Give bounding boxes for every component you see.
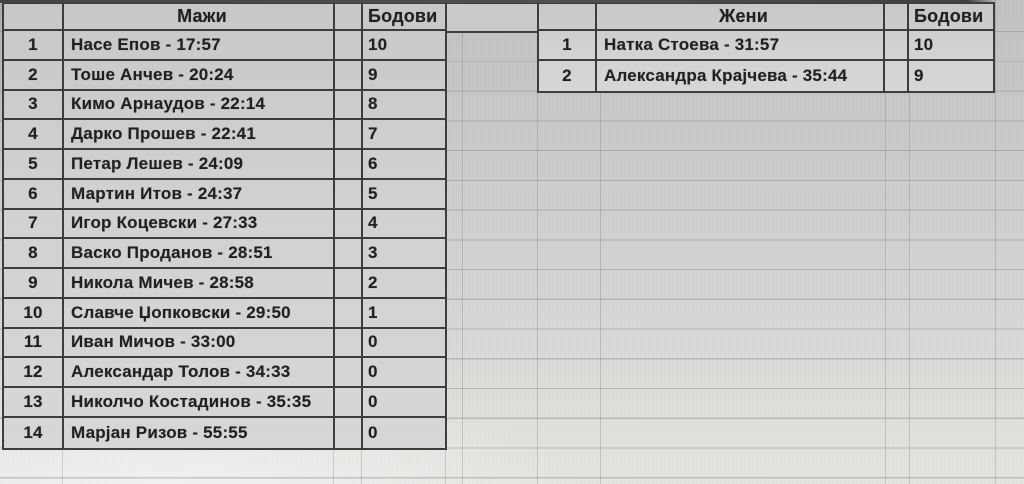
points-cell[interactable]: 3	[363, 239, 445, 269]
name-cell[interactable]: Александра Крајчева - 35:44	[597, 60, 885, 91]
spacer-cell[interactable]	[335, 269, 363, 299]
name-cell[interactable]: Дарко Прошев - 22:41	[64, 120, 335, 150]
table-title-cell[interactable]: Мажи	[64, 4, 335, 31]
points-cell[interactable]: 0	[368, 422, 378, 442]
points-header-cell[interactable]: Бодови	[909, 4, 993, 31]
spacer-cell[interactable]	[335, 209, 363, 240]
rank-cell[interactable]: 14	[4, 417, 64, 448]
sheet-gridline	[462, 0, 463, 484]
sheet-gridline	[537, 0, 538, 484]
sheet-gridline	[909, 0, 910, 484]
spacer-cell[interactable]	[335, 388, 363, 418]
points-cell[interactable]: 0	[363, 388, 445, 418]
name-cell[interactable]: Игор Коцевски - 27:33	[64, 209, 335, 240]
points-cell[interactable]: 6	[363, 150, 445, 180]
table-title-cell[interactable]: Жени	[597, 4, 885, 31]
points-cell[interactable]: 10	[909, 31, 993, 61]
name-cell[interactable]: Кимо Арнаудов - 22:14	[64, 90, 335, 121]
name-cell[interactable]: Иван Мичов - 33:00	[64, 328, 335, 359]
points-cell[interactable]: 2	[363, 269, 445, 299]
spacer-header-cell[interactable]	[885, 4, 909, 31]
rank-cell[interactable]: 6	[4, 179, 64, 210]
sheet-gridline	[995, 0, 996, 484]
rank-cell[interactable]: 9	[4, 269, 64, 299]
points-cell[interactable]: 0	[363, 358, 445, 388]
corner-header-cell[interactable]	[539, 4, 597, 31]
rank-cell[interactable]: 8	[4, 239, 64, 269]
spacer-cell[interactable]	[335, 31, 363, 61]
name-cell[interactable]: Насе Епов - 17:57	[64, 31, 335, 61]
header-spacer-cell[interactable]	[445, 2, 537, 33]
name-cell[interactable]: Петар Лешев - 24:09	[64, 150, 335, 180]
name-cell[interactable]: Николчо Костадинов - 35:35	[64, 388, 335, 418]
name-cell[interactable]: Тоше Анчев - 20:24	[64, 60, 335, 91]
name-cell[interactable]: Никола Мичев - 28:58	[64, 269, 335, 299]
rank-cell[interactable]: 13	[4, 388, 64, 418]
rank-cell[interactable]: 2	[539, 60, 597, 91]
rank-cell[interactable]: 4	[4, 120, 64, 150]
points-cell[interactable]: 10	[363, 31, 445, 61]
rank-cell[interactable]: 1	[4, 31, 64, 61]
rank-cell[interactable]: 2	[4, 60, 64, 91]
points-cell[interactable]: 7	[363, 120, 445, 150]
spacer-cell[interactable]	[885, 60, 909, 91]
spacer-cell[interactable]	[335, 120, 363, 150]
spacer-cell[interactable]	[335, 239, 363, 269]
points-cell[interactable]: 1	[363, 299, 445, 329]
rank-cell[interactable]: 10	[4, 298, 64, 329]
women-results-table: Жени Бодови 1 Натка Стоева - 31:57 10 2 Алекса…	[537, 2, 995, 93]
name-cell[interactable]: Васко Проданов - 28:51	[64, 239, 335, 269]
rank-cell[interactable]: 7	[4, 209, 64, 240]
points-cell[interactable]: 9	[914, 65, 924, 85]
photo-top-edge	[0, 0, 997, 3]
points-cell[interactable]: 4	[363, 210, 445, 240]
spacer-cell[interactable]	[885, 31, 909, 61]
sheet-gridline	[885, 0, 886, 484]
name-cell[interactable]: Славче Џопковски - 29:50	[64, 298, 335, 329]
rank-cell[interactable]: 12	[4, 358, 64, 388]
points-cell[interactable]: 5	[363, 180, 445, 210]
spacer-cell[interactable]	[335, 328, 363, 359]
rank-cell[interactable]: 5	[4, 150, 64, 180]
name-cell[interactable]: Мартин Итов - 24:37	[64, 179, 335, 210]
name-cell[interactable]: Натка Стоева - 31:57	[597, 31, 885, 61]
sheet-gridline	[600, 0, 601, 484]
spacer-cell[interactable]	[335, 417, 363, 448]
spacer-cell[interactable]	[335, 60, 363, 91]
rank-cell[interactable]: 11	[4, 328, 64, 359]
spacer-cell[interactable]	[335, 150, 363, 180]
points-cell[interactable]: 0	[363, 329, 445, 359]
spacer-cell[interactable]	[335, 179, 363, 210]
name-cell[interactable]: Марјан Ризов - 55:55	[64, 417, 335, 448]
spacer-header-cell[interactable]	[335, 4, 363, 31]
rank-cell[interactable]: 1	[539, 31, 597, 61]
spacer-cell[interactable]	[335, 90, 363, 121]
points-cell[interactable]: 8	[363, 91, 445, 121]
points-header-cell[interactable]: Бодови	[363, 4, 445, 31]
corner-header-cell[interactable]	[4, 4, 64, 31]
spacer-cell[interactable]	[335, 358, 363, 388]
rank-cell[interactable]: 3	[4, 90, 64, 121]
spacer-cell[interactable]	[335, 298, 363, 329]
points-cell[interactable]: 9	[363, 61, 445, 91]
name-cell[interactable]: Александар Толов - 34:33	[64, 358, 335, 388]
men-results-table: Мажи Бодови 1 Насе Епов - 17:57 10 2 Тоше Анче…	[2, 2, 447, 450]
